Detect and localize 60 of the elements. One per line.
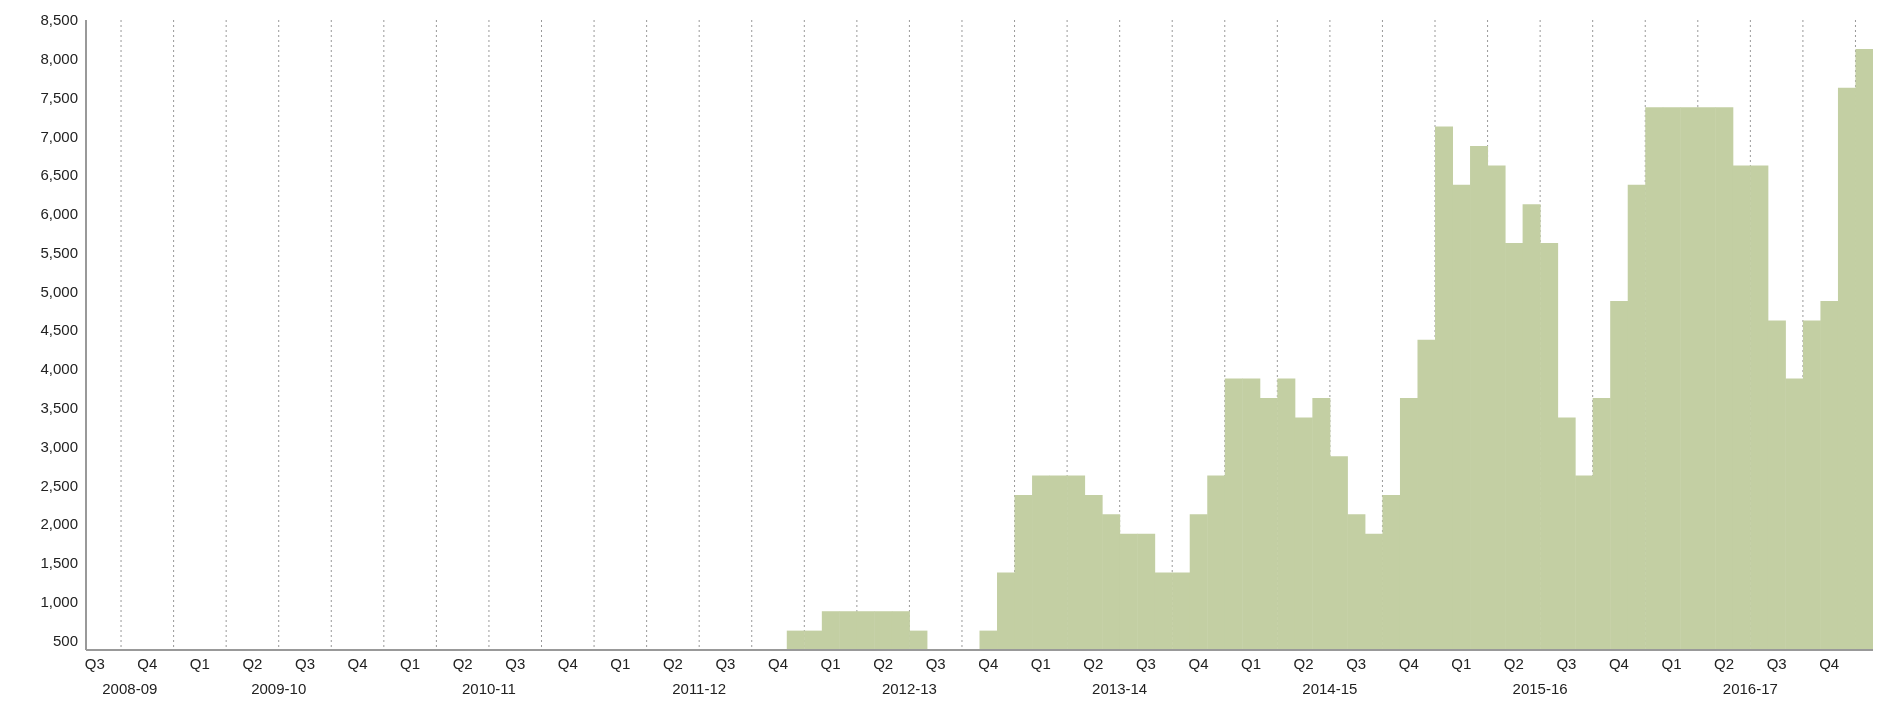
y-tick-label: 2,000 [40,515,78,533]
x-tick-label: Q2 [1083,654,1104,672]
y-tick-label: 4,000 [40,360,78,378]
text: 2013-14 [1091,680,1149,697]
x-tick-label: Q3 [1135,654,1156,672]
text: 2009-10 [250,680,308,697]
x-tick-label: Q2 [242,654,263,672]
x-tick-label: Q3 [505,654,526,672]
y-tick-label: 1,000 [40,592,78,610]
y-tick-label: 3,500 [40,399,78,417]
text: 2010-11 [460,680,517,697]
x-tick-label: Q2 [662,654,683,672]
x-tick-label: Q3 [294,654,315,672]
x-tick-label: Q1 [1451,654,1472,672]
x-tick-label: Q2 [873,654,894,672]
text: 2016-17 [1721,680,1779,697]
x-tick-label: Q1 [1030,654,1051,672]
x-tick-label: Q4 [1608,654,1629,672]
x-tick-label: Q3 [925,654,946,672]
x-tick-label: Q1 [189,654,210,672]
text: 2015-16 [1511,680,1569,697]
x-tick-label: Q4 [557,654,578,672]
y-tick-label: 2,500 [40,476,78,494]
y-tick-label: 4,500 [40,321,78,339]
x-tick-label: Q4 [1398,654,1419,672]
y-tick-label: 1,500 [40,554,78,572]
x-tick-label: Q3 [715,654,736,672]
y-tick-label: 8,500 [40,11,78,29]
x-tick-label: Q1 [820,654,841,672]
x-tick-label: Q1 [1241,654,1262,672]
x-tick-label: Q2 [1293,654,1314,672]
y-tick-label: 500 [52,631,78,649]
y-tick-label: 7,000 [40,127,78,145]
x-tick-label: Q1 [400,654,421,672]
y-tick-label: 5,000 [40,282,78,300]
x-tick-label: Q1 [1661,654,1682,672]
y-tick-label: 7,500 [40,88,78,106]
x-tick-label: Q4 [137,654,158,672]
x-tick-label: Q3 [84,654,105,672]
x-tick-label: Q4 [1188,654,1209,672]
x-tick-label: Q4 [768,654,789,672]
text: 2011-12 [671,680,728,697]
text: 2012-13 [880,680,938,697]
x-tick-label: Q1 [610,654,631,672]
y-tick-label: 8,000 [40,50,78,68]
x-tick-label: Q4 [347,654,368,672]
y-tick-label: 6,000 [40,205,78,223]
x-tick-label: Q4 [1819,654,1840,672]
text: 2014-15 [1301,680,1359,697]
x-tick-label: Q3 [1556,654,1577,672]
x-tick-label: Q3 [1346,654,1367,672]
y-tick-label: 5,500 [40,243,78,261]
x-tick-label: Q2 [1714,654,1735,672]
text: 2008-09 [101,680,159,697]
x-tick-label: Q2 [452,654,473,672]
y-tick-label: 6,500 [40,166,78,184]
x-tick-label: Q3 [1766,654,1787,672]
x-tick-label: Q2 [1503,654,1524,672]
x-tick-label: Q4 [978,654,999,672]
y-tick-label: 3,000 [40,437,78,455]
